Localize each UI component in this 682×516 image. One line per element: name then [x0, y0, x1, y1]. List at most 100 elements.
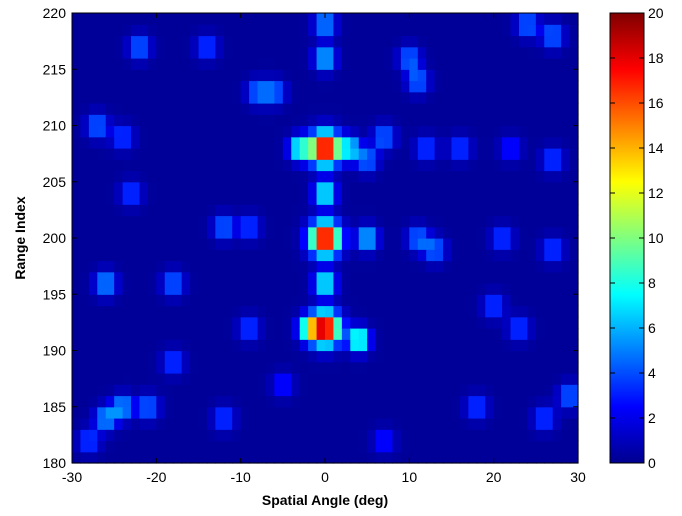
- heatmap-cell: [451, 69, 461, 82]
- heatmap-cell: [257, 260, 267, 273]
- heatmap-cell: [249, 69, 259, 82]
- heatmap-cell: [274, 238, 284, 250]
- heatmap-cell: [299, 114, 309, 127]
- heatmap-cell: [409, 24, 419, 37]
- heatmap-cell: [122, 373, 132, 385]
- heatmap-cell: [518, 429, 528, 442]
- heatmap-cell: [181, 339, 191, 352]
- heatmap-cell: [291, 136, 301, 149]
- heatmap-cell: [131, 260, 141, 273]
- heatmap-cell: [426, 114, 436, 127]
- heatmap-cell: [485, 148, 495, 160]
- heatmap-cell: [527, 148, 537, 160]
- heatmap-cell: [232, 46, 242, 59]
- heatmap-cell: [443, 328, 453, 340]
- heatmap-cell: [493, 294, 503, 307]
- heatmap-cell: [510, 91, 520, 104]
- heatmap-cell: [291, 13, 301, 25]
- heatmap-cell: [198, 125, 208, 138]
- heatmap-cell: [206, 46, 216, 59]
- heatmap-cell: [240, 181, 250, 194]
- heatmap-cell: [569, 418, 579, 430]
- heatmap-cell: [535, 24, 545, 37]
- heatmap-cell: [443, 395, 453, 408]
- heatmap-cell: [358, 350, 368, 363]
- heatmap-cell: [122, 46, 132, 59]
- heatmap-cell: [147, 114, 157, 127]
- heatmap-cell: [350, 406, 360, 419]
- heatmap-cell: [358, 170, 368, 183]
- heatmap-cell: [72, 181, 82, 194]
- heatmap-cell: [561, 271, 571, 284]
- heatmap-cell: [173, 418, 183, 430]
- heatmap-cell: [341, 103, 351, 115]
- heatmap-cell: [114, 328, 124, 340]
- heatmap-cell: [265, 181, 275, 194]
- heatmap-cell: [527, 114, 537, 127]
- heatmap-cell: [316, 181, 326, 194]
- heatmap-cell: [569, 350, 579, 363]
- heatmap-cell: [164, 204, 174, 217]
- heatmap-cell: [206, 181, 216, 194]
- heatmap-cell: [476, 339, 486, 352]
- heatmap-cell: [139, 181, 149, 194]
- heatmap-cell: [350, 373, 360, 385]
- heatmap-cell: [384, 294, 394, 307]
- heatmap-cell: [518, 406, 528, 419]
- heatmap-cell: [569, 316, 579, 329]
- heatmap-cell: [114, 170, 124, 183]
- heatmap-cell: [426, 215, 436, 228]
- heatmap-cell: [122, 406, 132, 419]
- heatmap-cell: [552, 91, 562, 104]
- heatmap-cell: [400, 316, 410, 329]
- heatmap-cell: [198, 350, 208, 363]
- heatmap-cell: [333, 148, 343, 160]
- heatmap-cell: [164, 260, 174, 273]
- heatmap-cell: [468, 91, 478, 104]
- heatmap-cell: [190, 35, 200, 48]
- heatmap-cell: [206, 91, 216, 104]
- heatmap-cell: [122, 125, 132, 138]
- heatmap-cell: [367, 181, 377, 194]
- heatmap-cell: [333, 305, 343, 318]
- heatmap-cell: [426, 24, 436, 37]
- heatmap-cell: [333, 46, 343, 59]
- heatmap-cell: [164, 193, 174, 205]
- heatmap-cell: [257, 136, 267, 149]
- heatmap-cell: [434, 395, 444, 408]
- heatmap-cell: [316, 91, 326, 104]
- heatmap-cell: [451, 91, 461, 104]
- heatmap-cell: [459, 260, 469, 273]
- heatmap-cell: [569, 13, 579, 25]
- heatmap-cell: [544, 215, 554, 228]
- heatmap-cell: [206, 440, 216, 453]
- heatmap-cell: [190, 316, 200, 329]
- heatmap-cell: [97, 170, 107, 183]
- heatmap-cell: [443, 418, 453, 430]
- heatmap-cell: [232, 91, 242, 104]
- heatmap-cell: [316, 238, 326, 250]
- heatmap-cell: [223, 271, 233, 284]
- heatmap-cell: [544, 395, 554, 408]
- heatmap-cell: [375, 429, 385, 442]
- heatmap-cell: [392, 328, 402, 340]
- heatmap-cell: [535, 260, 545, 273]
- heatmap-cell: [122, 69, 132, 82]
- heatmap-cell: [476, 114, 486, 127]
- heatmap-cell: [518, 148, 528, 160]
- heatmap-cell: [451, 316, 461, 329]
- heatmap-cell: [105, 271, 115, 284]
- heatmap-cell: [80, 339, 90, 352]
- heatmap-cell: [114, 395, 124, 408]
- heatmap-cell: [569, 125, 579, 138]
- heatmap-cell: [341, 316, 351, 329]
- heatmap-cell: [265, 35, 275, 48]
- heatmap-cell: [510, 406, 520, 419]
- heatmap-cell: [282, 91, 292, 104]
- heatmap-cell: [384, 226, 394, 239]
- heatmap-cell: [164, 103, 174, 115]
- heatmap-cell: [392, 226, 402, 239]
- heatmap-cell: [434, 181, 444, 194]
- heatmap-cell: [417, 103, 427, 115]
